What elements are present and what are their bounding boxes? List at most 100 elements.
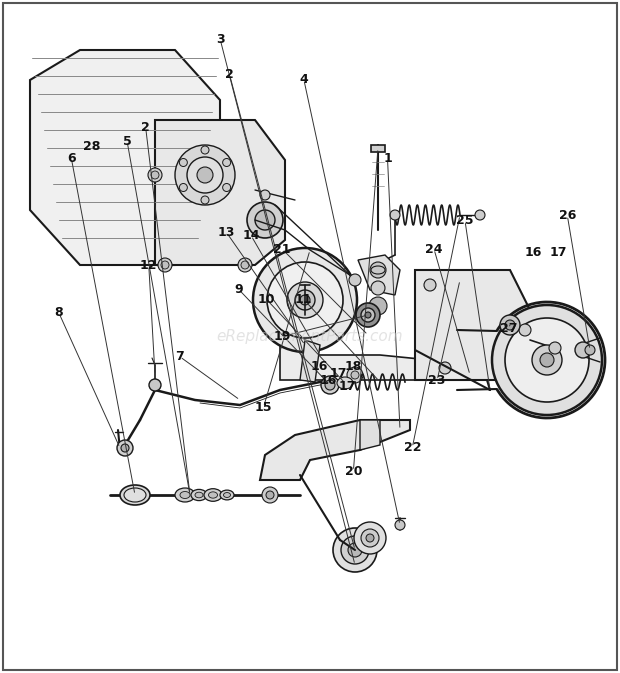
Text: 2: 2	[225, 67, 234, 81]
Ellipse shape	[208, 492, 218, 498]
Circle shape	[361, 308, 375, 322]
Text: 22: 22	[404, 441, 421, 454]
Circle shape	[241, 261, 249, 269]
Polygon shape	[371, 145, 385, 152]
Ellipse shape	[191, 489, 207, 501]
Circle shape	[505, 320, 515, 330]
Ellipse shape	[120, 485, 150, 505]
Text: 16: 16	[311, 360, 328, 374]
Circle shape	[424, 279, 436, 291]
Text: 16: 16	[525, 246, 542, 259]
Circle shape	[158, 258, 172, 272]
Text: 17: 17	[329, 367, 347, 380]
Circle shape	[519, 324, 531, 336]
Circle shape	[266, 491, 274, 499]
Ellipse shape	[223, 493, 231, 497]
Text: 15: 15	[255, 400, 272, 414]
Circle shape	[348, 543, 362, 557]
Text: 7: 7	[175, 350, 184, 363]
Text: 6: 6	[67, 151, 76, 165]
Circle shape	[585, 345, 595, 355]
Circle shape	[439, 362, 451, 374]
Circle shape	[333, 528, 377, 572]
Circle shape	[532, 345, 562, 375]
Text: 10: 10	[258, 293, 275, 306]
Circle shape	[175, 145, 235, 205]
Text: 11: 11	[295, 293, 312, 306]
Circle shape	[253, 248, 357, 352]
Text: 20: 20	[345, 464, 362, 478]
Text: 16: 16	[320, 374, 337, 387]
Circle shape	[262, 487, 278, 503]
Circle shape	[349, 274, 361, 286]
Circle shape	[161, 261, 169, 269]
Circle shape	[295, 290, 315, 310]
Circle shape	[475, 210, 485, 220]
Text: 3: 3	[216, 32, 224, 46]
Circle shape	[395, 520, 405, 530]
Ellipse shape	[180, 491, 190, 499]
Text: 8: 8	[55, 306, 63, 320]
Circle shape	[197, 167, 213, 183]
Polygon shape	[415, 270, 540, 380]
Text: 12: 12	[140, 259, 157, 273]
Text: 2: 2	[141, 121, 150, 135]
Circle shape	[575, 342, 591, 358]
Circle shape	[370, 262, 386, 278]
Text: 24: 24	[425, 242, 443, 256]
Circle shape	[369, 297, 387, 315]
Text: 26: 26	[559, 209, 576, 222]
Text: 4: 4	[299, 73, 308, 86]
Circle shape	[492, 305, 602, 415]
Ellipse shape	[337, 377, 353, 389]
Circle shape	[321, 376, 339, 394]
Circle shape	[151, 171, 159, 179]
Circle shape	[255, 210, 275, 230]
Circle shape	[540, 353, 554, 367]
Circle shape	[260, 190, 270, 200]
Polygon shape	[300, 340, 320, 382]
Circle shape	[371, 281, 385, 295]
Text: 14: 14	[242, 229, 260, 242]
Circle shape	[390, 210, 400, 220]
Text: 28: 28	[83, 140, 100, 153]
Circle shape	[187, 157, 223, 193]
Text: 18: 18	[345, 360, 362, 374]
Circle shape	[505, 318, 589, 402]
Circle shape	[325, 380, 335, 390]
Ellipse shape	[371, 266, 385, 274]
Circle shape	[300, 295, 310, 305]
Circle shape	[361, 529, 379, 547]
Circle shape	[356, 303, 380, 327]
Circle shape	[201, 196, 209, 204]
Circle shape	[287, 282, 323, 318]
Text: 23: 23	[428, 374, 446, 387]
Circle shape	[148, 168, 162, 182]
Ellipse shape	[195, 492, 203, 498]
Circle shape	[549, 342, 561, 354]
Circle shape	[223, 159, 231, 166]
Text: 17: 17	[339, 380, 356, 394]
Ellipse shape	[175, 488, 195, 502]
Polygon shape	[30, 50, 220, 265]
Text: 5: 5	[123, 135, 131, 148]
Text: 1: 1	[383, 151, 392, 165]
Circle shape	[117, 440, 133, 456]
Text: 21: 21	[273, 242, 291, 256]
Circle shape	[149, 379, 161, 391]
Text: 27: 27	[500, 322, 517, 335]
Circle shape	[500, 315, 520, 335]
Circle shape	[354, 522, 386, 554]
Ellipse shape	[124, 488, 146, 502]
Ellipse shape	[204, 489, 222, 501]
Circle shape	[238, 258, 252, 272]
Text: 9: 9	[234, 283, 243, 296]
Circle shape	[267, 262, 343, 338]
Circle shape	[351, 371, 359, 379]
Text: 13: 13	[218, 225, 235, 239]
Circle shape	[247, 202, 283, 238]
Circle shape	[201, 146, 209, 154]
Text: 17: 17	[549, 246, 567, 259]
Ellipse shape	[220, 490, 234, 500]
Polygon shape	[280, 335, 430, 380]
